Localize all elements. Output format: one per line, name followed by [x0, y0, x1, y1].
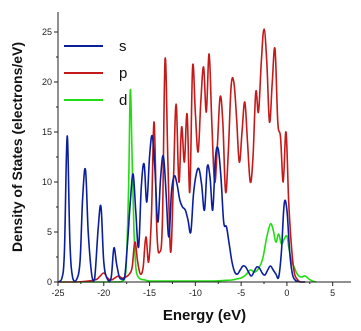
- y-tick-label: 5: [47, 227, 52, 237]
- x-tick-label: 5: [330, 288, 335, 298]
- y-tick-label: 20: [42, 77, 52, 87]
- tick-labels: -25 -20 -15 -10 -5 0 5 0 5 10 15 20 25: [42, 27, 335, 298]
- x-tick-label: 0: [284, 288, 289, 298]
- series-line-s: [57, 134, 306, 283]
- tick-marks: [54, 31, 334, 286]
- series-lines: [57, 28, 317, 283]
- x-axis-title: Energy (eV): [163, 307, 246, 324]
- x-tick-label: -10: [189, 288, 202, 298]
- legend-label-s: s: [119, 38, 127, 55]
- x-tick-label: -15: [143, 288, 156, 298]
- y-tick-label: 15: [42, 127, 52, 137]
- legend-label-d: d: [119, 92, 127, 109]
- legend-label-p: p: [119, 65, 127, 82]
- y-tick-label: 10: [42, 177, 52, 187]
- y-tick-label: 0: [47, 277, 52, 287]
- y-axis-title: Density of States (electrons/eV): [9, 42, 25, 252]
- x-tick-label: -25: [51, 288, 64, 298]
- series-line-p: [57, 28, 306, 283]
- x-tick-label: -20: [97, 288, 110, 298]
- x-tick-label: -5: [237, 288, 245, 298]
- legend: spd: [64, 38, 127, 109]
- y-tick-label: 25: [42, 27, 52, 37]
